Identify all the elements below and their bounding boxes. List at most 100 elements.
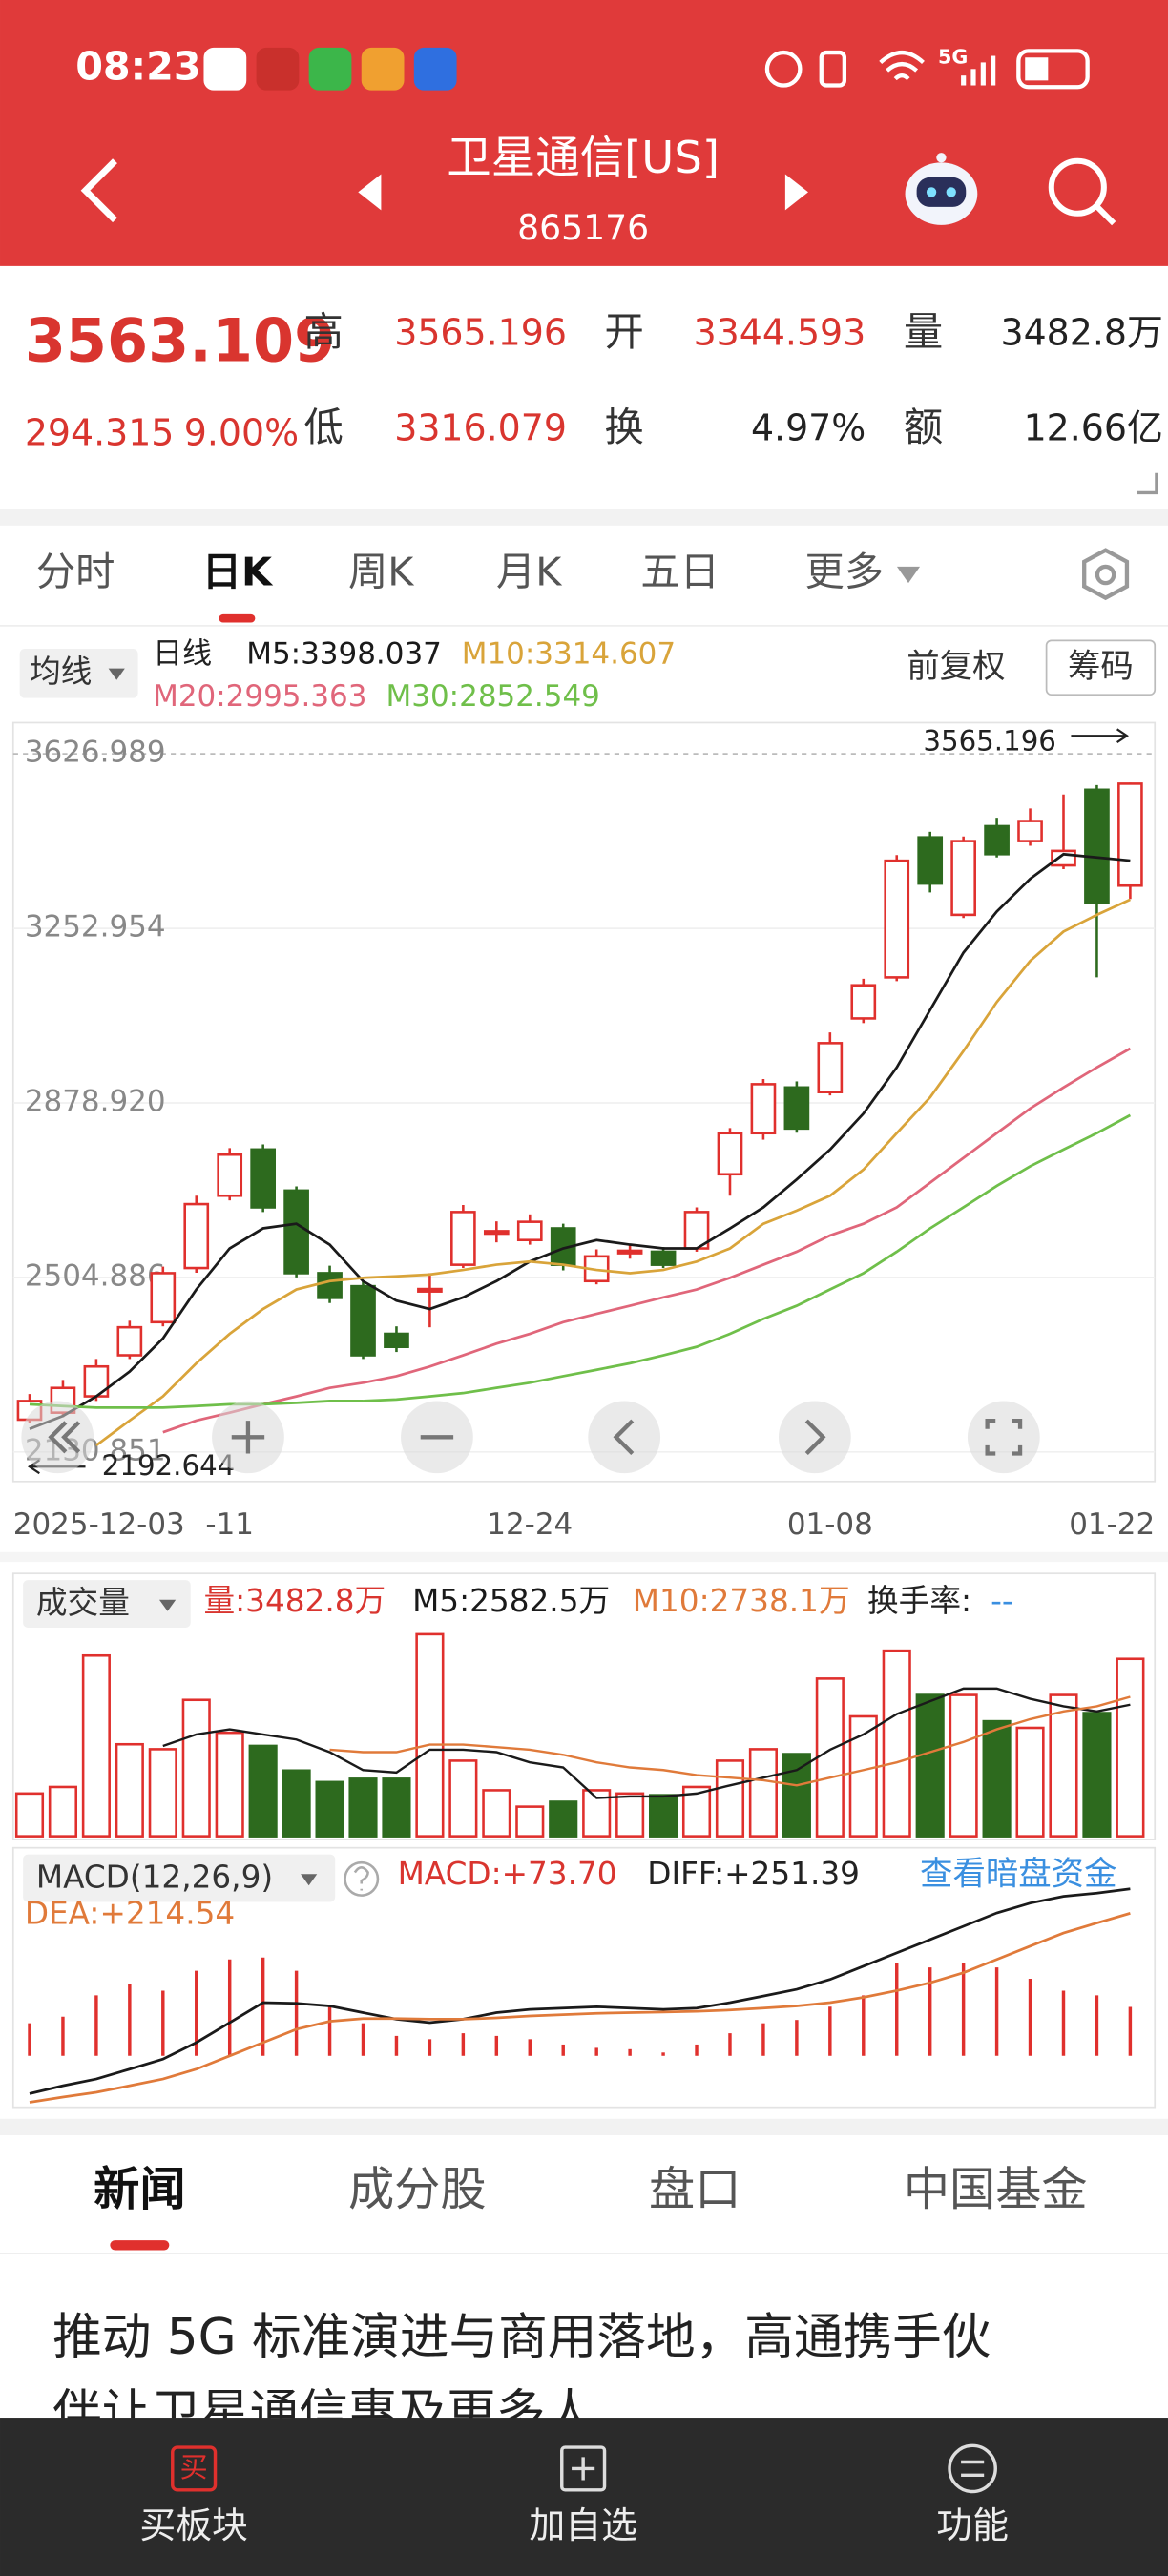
legend-entry: MACD:+73.70: [398, 1856, 617, 1892]
volume-bar: [14, 1792, 45, 1838]
legend-entry: M10:3314.607: [462, 636, 676, 671]
buy-icon[interactable]: 买: [180, 2451, 208, 2483]
legend-entry: M10:2738.1万: [633, 1583, 850, 1619]
volume-button-bg[interactable]: [23, 1580, 191, 1629]
stock-title: 卫星通信[US]: [447, 132, 720, 183]
volume-bar: [248, 1744, 278, 1838]
candle-body: [283, 1189, 309, 1275]
volume-bar: [181, 1698, 211, 1838]
fullscreen-button[interactable]: [967, 1401, 1040, 1474]
candle-body: [217, 1153, 243, 1197]
status-app-icons: [203, 47, 457, 91]
content-tab[interactable]: 盘口: [649, 2163, 740, 2216]
volume-bar: [915, 1693, 945, 1838]
volume-bar: [1015, 1726, 1045, 1838]
chips-button[interactable]: 筹码: [1068, 648, 1134, 686]
macd-legend: MACD:+73.70 DIFF:+251.39 DEA:+214.54: [25, 1856, 860, 1931]
candle-body: [616, 1249, 643, 1255]
content-tab[interactable]: 新闻: [94, 2163, 185, 2216]
news-headline[interactable]: 推动 5G 标准演进与商用落地，高通携手伙: [52, 2309, 991, 2366]
volume-bar: [1082, 1712, 1112, 1838]
x-tick-label: 01-22: [1069, 1507, 1155, 1542]
price-change-pct: 9.00%: [184, 412, 299, 454]
period-tab[interactable]: 日K: [202, 550, 274, 595]
candle-body: [350, 1284, 376, 1357]
macd-button[interactable]: MACD(12,26,9): [36, 1859, 273, 1895]
quote-fields: 高 3565.196 开 3344.593 量 3482.8万低 3316.079 换 4.97…: [303, 309, 1162, 450]
macd-plot: [28, 1887, 1133, 2104]
period-tab[interactable]: 周K: [348, 550, 414, 595]
volume-bar: [615, 1792, 645, 1838]
volume-button[interactable]: 成交量: [36, 1585, 130, 1621]
volume-bar: [982, 1719, 1012, 1838]
candle-body: [850, 984, 877, 1020]
candle-body: [884, 859, 910, 979]
x-tick-label: 2025-12-03: [13, 1507, 185, 1542]
candle-body: [917, 836, 944, 885]
quote-field-value: 3344.593: [694, 312, 866, 354]
candle-body: [250, 1148, 276, 1209]
candle-body: [483, 1230, 510, 1236]
settings-button[interactable]: [1082, 548, 1130, 601]
scroll-start-button[interactable]: [21, 1401, 94, 1474]
quote-field-value: 3482.8万: [1000, 312, 1162, 354]
volume-bar: [882, 1649, 911, 1838]
macd-button-bg[interactable]: [23, 1854, 336, 1902]
period-tabs: 分时 日K 周K 月K 五日 更多: [36, 550, 921, 623]
period-tab[interactable]: 分时: [36, 550, 115, 595]
status-time: 08:23: [75, 43, 200, 89]
help-icon[interactable]: [344, 1860, 380, 1897]
scroll-left-button[interactable]: [588, 1401, 661, 1474]
back-button[interactable]: [80, 158, 117, 223]
volume-ma-line: [329, 1695, 1131, 1787]
quote-field-label: 换: [605, 405, 644, 450]
next-stock-button[interactable]: [784, 174, 808, 211]
legend-entry: M5:2582.5万: [412, 1583, 610, 1619]
volume-bar: [148, 1748, 177, 1838]
buy-icon-frame[interactable]: [171, 2445, 218, 2492]
scroll-right-button[interactable]: [778, 1401, 851, 1474]
candle-body: [450, 1211, 476, 1266]
candle-body: [783, 1086, 810, 1131]
candle-body: [1017, 820, 1043, 842]
content-tab[interactable]: 中国基金: [904, 2163, 1088, 2216]
period-tab[interactable]: 五日: [640, 550, 720, 595]
bottom-bar-item[interactable]: 功能: [936, 2504, 1009, 2546]
function-icon[interactable]: [948, 2443, 997, 2494]
chips-button-bg[interactable]: [1045, 639, 1157, 696]
dark-pool-link[interactable]: 查看暗盘资金: [920, 1855, 1116, 1893]
period-tab[interactable]: 更多: [805, 550, 885, 595]
prev-stock-button[interactable]: [358, 174, 382, 211]
main-legend: M5:3398.037 M10:3314.607 M20:2995.363 M30:2…: [153, 636, 676, 714]
volume-bar: [115, 1742, 144, 1838]
candle-body: [317, 1272, 343, 1299]
quote-field-label: 低: [303, 405, 343, 450]
content-tab[interactable]: 成分股: [348, 2163, 487, 2216]
add-watchlist-icon[interactable]: [560, 2445, 607, 2492]
zoom-in-button[interactable]: [212, 1401, 284, 1474]
zoom-out-button[interactable]: [401, 1401, 473, 1474]
ma-button-bg[interactable]: [19, 648, 138, 698]
candle-body: [717, 1132, 743, 1176]
volume-bar: [1049, 1693, 1078, 1838]
separator: [0, 1551, 1168, 1563]
ma-button[interactable]: 均线: [30, 654, 92, 690]
quote-field-label: 开: [605, 309, 644, 355]
active-tab-indicator: [219, 613, 256, 623]
period-tab[interactable]: 月K: [496, 550, 562, 595]
bottom-bar-item[interactable]: 买板块: [139, 2504, 248, 2546]
search-button[interactable]: [1048, 157, 1116, 226]
adjust-mode[interactable]: 前复权: [907, 648, 1005, 686]
y-tick-label: 2878.920: [25, 1084, 166, 1118]
macd-line: [29, 1912, 1131, 2104]
macd-line: [29, 1887, 1131, 2095]
bottom-bar-item[interactable]: 加自选: [529, 2504, 637, 2546]
volume-bar: [482, 1789, 511, 1838]
volume-legend: 量:3482.8万 M5:2582.5万 M10:2738.1万: [203, 1583, 849, 1619]
bottom-bar: [0, 2418, 1168, 2576]
ma-line: [29, 1113, 1132, 1409]
assistant-button[interactable]: [905, 153, 978, 225]
expand-icon[interactable]: [1137, 472, 1158, 495]
candle-body: [950, 840, 976, 917]
candle-body: [650, 1250, 677, 1266]
